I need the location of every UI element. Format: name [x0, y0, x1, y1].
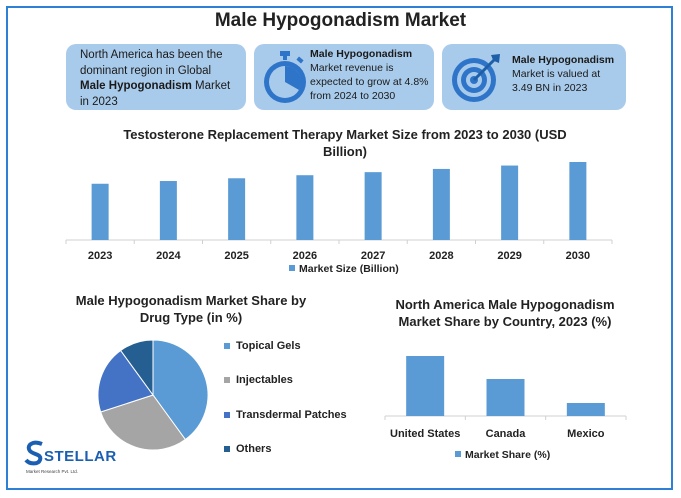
country-chart-title-line: North America Male Hypogonadism [395, 297, 615, 312]
pie-slice [152, 339, 209, 441]
card-line: expected to grow at 4.8% [310, 76, 429, 88]
trt-x-tick-label: 2024 [156, 250, 181, 262]
pie-legend-item: Others [224, 443, 271, 455]
card-text-block: Male Hypogonadism Market revenue is expe… [310, 47, 429, 103]
trt-chart-title: Testosterone Replacement Therapy Market … [60, 126, 630, 160]
trt-chart-title-line: Billion) [322, 144, 368, 159]
trt-bar [432, 168, 450, 240]
trt-legend-swatch [289, 265, 295, 271]
country-chart-title-line: Market Share by Country, 2023 (%) [398, 314, 612, 329]
trt-bar [159, 181, 177, 240]
card-heading: Male Hypogonadism [310, 48, 413, 60]
trt-bar [501, 165, 519, 240]
card-bold-text: Male Hypogonadism [80, 80, 192, 92]
country-x-tick-label: Canada [486, 428, 527, 440]
stopwatch-icon [264, 51, 306, 103]
pie-legend-label: Transdermal Patches [236, 409, 347, 421]
target-icon [452, 54, 500, 102]
logo-tagline: Market Research Pvt. Ltd. [26, 469, 79, 474]
country-bar [406, 356, 445, 416]
country-legend-swatch [455, 451, 461, 457]
info-card-growth: Male Hypogonadism Market revenue is expe… [254, 44, 434, 110]
trt-bar [228, 178, 246, 240]
pie-legend-swatch [224, 377, 230, 384]
info-card-valuation: Male Hypogonadism Market is valued at 3.… [442, 44, 626, 110]
card-line: Market is valued at [512, 68, 601, 80]
trt-x-tick-label: 2030 [566, 250, 590, 262]
info-card-region: North America has been the dominant regi… [66, 44, 246, 110]
country-bar [486, 379, 525, 416]
card-text: Market [191, 80, 231, 92]
drug-type-chart-title-line: Drug Type (in %) [139, 310, 243, 325]
card-line: dominant region in Global [80, 64, 212, 77]
trt-x-tick-label: 2026 [293, 250, 317, 262]
trt-bar [91, 183, 109, 240]
trt-chart-title-line: Testosterone Replacement Therapy Market … [123, 127, 567, 142]
pie-legend-item: Injectables [224, 374, 293, 386]
pie-legend-swatch [224, 446, 230, 453]
card-line: Market revenue is [310, 62, 394, 74]
stellar-logo-icon [24, 440, 43, 466]
pie-legend-swatch [224, 412, 230, 419]
trt-bar [364, 172, 382, 240]
pie-legend-item: Transdermal Patches [224, 409, 347, 421]
pie-legend-label: Others [236, 443, 272, 455]
country-x-tick-label: United States [390, 428, 460, 440]
trt-x-tick-label: 2027 [361, 250, 385, 262]
logo-name: STELLAR [44, 448, 117, 465]
trt-x-tick-label: 2023 [88, 250, 112, 262]
pie-slice [119, 339, 154, 397]
page-title: Male Hypogonadism Market [214, 10, 467, 31]
trt-x-tick-label: 2029 [497, 250, 521, 262]
trt-bar [569, 162, 587, 240]
country-chart-title: North America Male Hypogonadism Market S… [380, 296, 630, 330]
card-line: 3.49 BN in 2023 [512, 82, 588, 94]
pie-slice [100, 394, 187, 451]
drug-type-chart-title: Male Hypogonadism Market Share by Drug T… [60, 292, 322, 326]
card-line: Male Hypogonadism Market [80, 79, 238, 95]
country-legend-label: Market Share (%) [465, 449, 550, 461]
trt-x-tick-label: 2028 [429, 250, 453, 262]
pie-slice [97, 349, 154, 413]
card-line: in 2023 [80, 95, 118, 108]
pie-legend-swatch [224, 343, 230, 350]
country-x-tick-label: Mexico [567, 428, 605, 440]
card-line: from 2024 to 2030 [310, 90, 396, 102]
trt-bar [296, 175, 314, 240]
drug-type-chart-title-line: Male Hypogonadism Market Share by [75, 293, 307, 308]
trt-x-tick-label: 2025 [224, 250, 248, 262]
pie-legend-label: Injectables [236, 374, 293, 386]
pie-legend-item: Topical Gels [224, 340, 301, 352]
card-heading: Male Hypogonadism [512, 54, 615, 66]
trt-legend-label: Market Size (Billion) [299, 263, 399, 275]
card-text-block: Male Hypogonadism Market is valued at 3.… [512, 53, 614, 95]
pie-legend-label: Topical Gels [236, 340, 301, 352]
card-line: North America has been the [80, 49, 223, 61]
drug-type-pie-chart [97, 339, 209, 451]
country-bar [566, 403, 605, 416]
